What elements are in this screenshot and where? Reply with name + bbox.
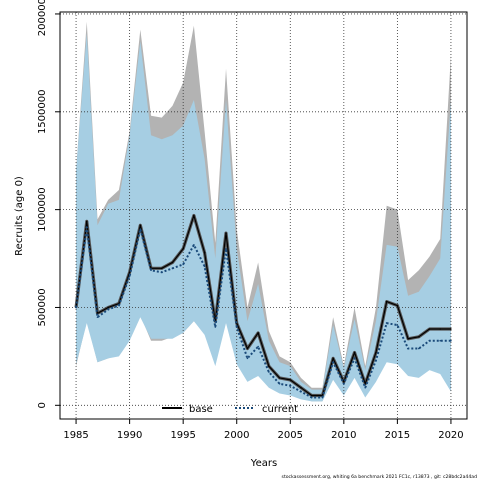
data-point-current-2011 <box>353 357 356 360</box>
x-tick-label-1985: 1985 <box>63 430 88 441</box>
data-point-base-2017 <box>418 336 420 338</box>
data-point-base-1999 <box>225 232 227 234</box>
data-point-current-1994 <box>171 267 174 270</box>
data-point-base-2009 <box>332 357 334 360</box>
data-point-current-1990 <box>128 275 131 277</box>
data-point-base-1994 <box>171 261 174 264</box>
data-point-current-1989 <box>118 304 120 307</box>
y-tick-label-1000000: 1000000 <box>37 187 48 232</box>
data-point-base-2019 <box>439 328 442 330</box>
data-point-current-2003 <box>268 371 270 373</box>
data-point-current-2013 <box>375 359 377 362</box>
data-point-current-1992 <box>150 269 152 272</box>
data-point-base-2015 <box>396 304 399 307</box>
data-point-base-2018 <box>428 328 431 330</box>
data-point-current-2012 <box>364 386 367 389</box>
data-point-base-2004 <box>278 377 281 379</box>
y-axis-title: Recruits (age 0) <box>14 176 25 256</box>
data-point-base-1991 <box>139 224 142 227</box>
x-tick-label-1990: 1990 <box>117 430 142 441</box>
data-point-current-2010 <box>343 382 345 385</box>
data-point-current-1987 <box>96 316 99 319</box>
data-point-current-2000 <box>235 326 238 328</box>
data-point-current-1995 <box>182 263 184 266</box>
data-point-base-1995 <box>182 247 184 250</box>
data-point-base-2011 <box>353 351 356 354</box>
data-point-current-1999 <box>225 247 227 250</box>
data-point-current-2008 <box>321 396 324 399</box>
data-point-current-2015 <box>396 324 399 326</box>
legend: base current <box>162 404 298 415</box>
data-point-current-2020 <box>450 339 452 342</box>
series-lines <box>74 213 452 399</box>
data-point-current-2016 <box>407 347 409 350</box>
data-point-current-2017 <box>418 347 420 350</box>
data-point-current-1991 <box>139 228 142 230</box>
data-point-current-1986 <box>85 226 88 229</box>
data-point-base-2014 <box>385 300 388 303</box>
data-point-base-2010 <box>343 381 345 383</box>
y-tick-label-2000000: 2000000 <box>37 0 48 36</box>
x-tick-label-2000: 2000 <box>224 430 249 441</box>
data-point-base-2006 <box>300 386 302 389</box>
data-point-current-1996 <box>193 244 195 246</box>
series-line-current <box>75 226 451 399</box>
data-point-base-2013 <box>375 351 377 354</box>
confidence-bands <box>76 21 451 402</box>
x-tick-label-2005: 2005 <box>278 430 303 441</box>
data-point-current-2009 <box>332 361 334 364</box>
data-point-base-2020 <box>450 328 452 330</box>
x-axis-title: Years <box>250 458 277 469</box>
y-tick-label-1500000: 1500000 <box>37 90 48 135</box>
data-point-base-1986 <box>85 220 88 223</box>
data-point-base-2003 <box>268 365 270 367</box>
data-point-base-1990 <box>128 271 131 274</box>
data-point-base-1997 <box>203 251 206 254</box>
data-point-current-1998 <box>214 326 217 328</box>
data-point-base-1993 <box>160 267 163 270</box>
data-point-current-2019 <box>439 339 442 342</box>
axes: 1985 1990 1995 2000 2005 2010 2015 2020 0 500000 1… <box>37 0 464 441</box>
data-point-current-1985 <box>75 306 77 309</box>
data-point-base-2002 <box>257 332 259 334</box>
data-point-current-1993 <box>160 271 163 274</box>
series-line-base <box>75 214 451 397</box>
y-tick-label-0: 0 <box>37 402 48 408</box>
x-tick-label-2015: 2015 <box>385 430 410 441</box>
x-tick-label-1995: 1995 <box>170 430 195 441</box>
data-point-current-2014 <box>385 322 388 324</box>
data-point-base-2001 <box>246 347 249 350</box>
data-point-current-2002 <box>257 345 259 348</box>
data-point-base-1988 <box>107 306 109 309</box>
data-point-base-2007 <box>310 394 313 397</box>
footer-credit: stockassessment.org, whiting 6a benchmar… <box>282 474 478 480</box>
plot-frame <box>59 11 468 420</box>
data-point-current-2004 <box>278 382 281 385</box>
data-point-current-2006 <box>300 390 302 393</box>
data-point-base-2016 <box>407 337 409 340</box>
data-point-current-1997 <box>203 265 206 268</box>
y-tick-label-500000: 500000 <box>37 288 48 326</box>
data-point-current-2005 <box>289 384 292 387</box>
data-point-current-1988 <box>107 308 109 311</box>
data-point-base-2005 <box>289 379 292 381</box>
data-point-current-2001 <box>246 357 249 360</box>
data-point-base-1996 <box>193 214 195 217</box>
legend-label-base: base <box>189 404 213 415</box>
data-point-current-2018 <box>428 339 431 342</box>
x-tick-label-2010: 2010 <box>331 430 356 441</box>
x-tick-label-2020: 2020 <box>438 430 463 441</box>
legend-label-current: current <box>262 404 298 415</box>
band-current <box>76 33 451 402</box>
data-point-current-2007 <box>310 396 313 399</box>
